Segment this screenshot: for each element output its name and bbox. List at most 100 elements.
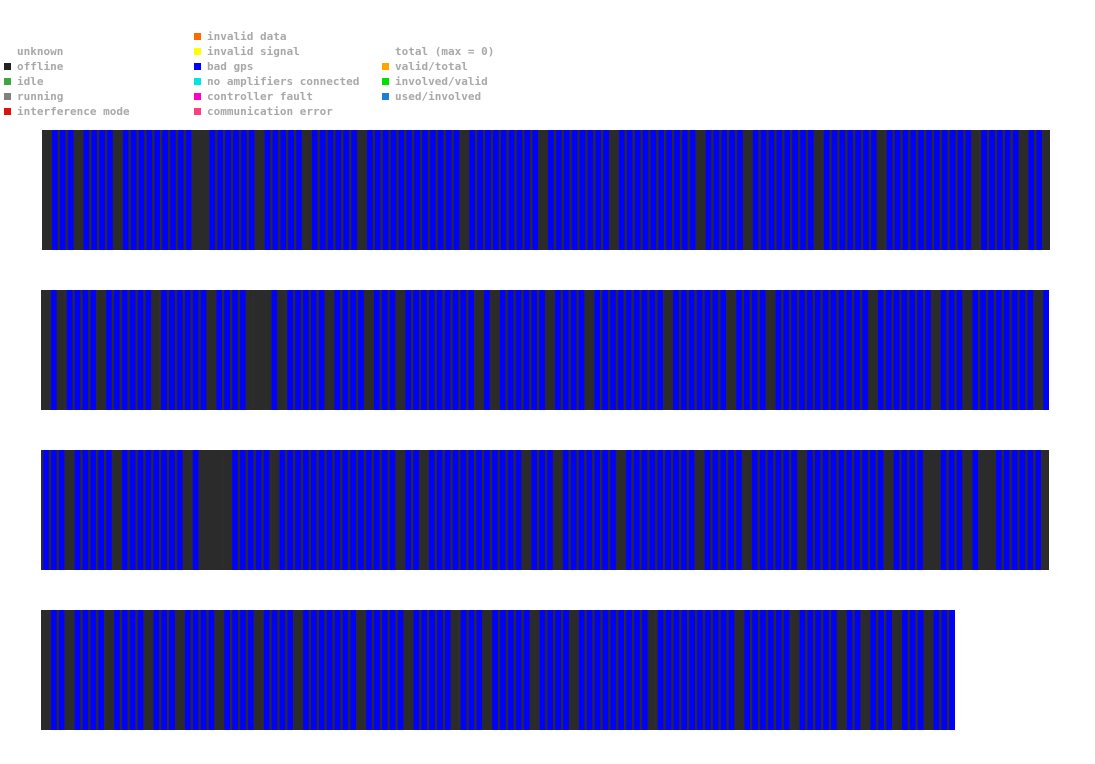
station-cell-bad-gps xyxy=(255,450,262,570)
station-cell-bad-gps xyxy=(208,610,215,730)
station-cell-bad-gps xyxy=(1003,290,1010,410)
station-cell-bad-gps xyxy=(303,290,309,410)
station-cell-bad-gps xyxy=(997,130,1003,250)
station-cell xyxy=(254,130,263,250)
station-cell-bad-gps xyxy=(547,450,553,570)
station-cell-bad-gps xyxy=(389,290,396,410)
station-cell-bad-gps xyxy=(871,130,877,250)
station-cell-bad-gps xyxy=(562,290,569,410)
station-cell xyxy=(986,450,995,570)
station-cell-bad-gps xyxy=(515,290,522,410)
station-cell xyxy=(1018,130,1027,250)
station-cell-bad-gps xyxy=(783,610,790,730)
station-cell-bad-gps xyxy=(272,130,279,250)
station-cell-bad-gps xyxy=(838,450,845,570)
station-cell-bad-gps xyxy=(877,290,884,410)
station-cell-bad-gps xyxy=(74,290,81,410)
station-cell-bad-gps xyxy=(901,450,908,570)
station-cell-bad-gps xyxy=(996,290,1002,410)
station-cell-bad-gps xyxy=(626,610,632,730)
station-cell-bad-gps xyxy=(965,130,972,250)
station-cell xyxy=(301,130,311,250)
station-cell-bad-gps xyxy=(610,610,617,730)
station-cell-bad-gps xyxy=(358,450,364,570)
station-cell-bad-gps xyxy=(311,610,317,730)
station-cell-bad-gps xyxy=(949,610,955,730)
station-cell-bad-gps xyxy=(240,610,246,730)
station-cell-bad-gps xyxy=(366,610,372,730)
station-cell-bad-gps xyxy=(807,450,813,570)
station-cell-bad-gps xyxy=(737,130,743,250)
station-cell-bad-gps xyxy=(287,450,293,570)
station-cell-bad-gps xyxy=(658,130,665,250)
station-cell-bad-gps xyxy=(106,290,112,410)
station-cell-bad-gps xyxy=(926,130,932,250)
station-cell-bad-gps xyxy=(327,130,334,250)
station-cell-bad-gps xyxy=(350,610,357,730)
legend-label: running xyxy=(17,90,64,103)
station-cell-bad-gps xyxy=(121,290,128,410)
station-cell-bad-gps xyxy=(224,290,230,410)
station-cell-bad-gps xyxy=(948,290,955,410)
station-cell-bad-gps xyxy=(831,130,838,250)
station-cell-bad-gps xyxy=(493,130,499,250)
legend-swatch xyxy=(4,78,11,85)
station-cell xyxy=(395,450,404,570)
station-cell-bad-gps xyxy=(429,610,435,730)
station-cell-bad-gps xyxy=(137,450,144,570)
station-cell-bad-gps xyxy=(374,610,380,730)
station-cell-bad-gps xyxy=(823,130,830,250)
station-cell-bad-gps xyxy=(130,130,137,250)
legend-label: bad gps xyxy=(207,60,254,73)
station-cell-bad-gps xyxy=(460,290,467,410)
station-cell xyxy=(191,130,200,250)
station-cell-bad-gps xyxy=(1028,130,1035,250)
station-cell-bad-gps xyxy=(980,290,986,410)
station-cell xyxy=(277,290,286,410)
station-cell-bad-gps xyxy=(82,290,89,410)
legend-swatch xyxy=(194,93,201,100)
station-cell-bad-gps xyxy=(799,290,805,410)
status-strip-svg xyxy=(41,290,1049,410)
station-cell-bad-gps xyxy=(681,610,688,730)
station-cell-bad-gps xyxy=(893,290,900,410)
station-cell-bad-gps xyxy=(492,610,498,730)
station-cell-bad-gps xyxy=(122,610,128,730)
station-cell-bad-gps xyxy=(776,130,783,250)
station-cell-bad-gps xyxy=(681,290,687,410)
station-cell-bad-gps xyxy=(287,290,293,410)
station-cell-bad-gps xyxy=(209,130,216,250)
station-cell-bad-gps xyxy=(800,130,806,250)
legend-swatch xyxy=(4,63,11,70)
station-cell-bad-gps xyxy=(822,290,829,410)
station-cell-bad-gps xyxy=(1035,450,1042,570)
station-cell-bad-gps xyxy=(358,290,364,410)
station-cell-bad-gps xyxy=(886,610,892,730)
station-cell-bad-gps xyxy=(390,130,397,250)
station-cell xyxy=(663,290,672,410)
station-cell-bad-gps xyxy=(917,290,923,410)
station-cell-bad-gps xyxy=(556,130,562,250)
station-cell-bad-gps xyxy=(594,290,601,410)
station-cell-bad-gps xyxy=(539,290,545,410)
station-cell xyxy=(521,450,530,570)
station-cell-bad-gps xyxy=(586,610,593,730)
station-cell-bad-gps xyxy=(729,130,735,250)
legend-label: invalid signal xyxy=(207,45,300,58)
station-cell-bad-gps xyxy=(129,450,136,570)
station-cell-bad-gps xyxy=(799,610,806,730)
station-cell-bad-gps xyxy=(650,130,657,250)
station-cell-bad-gps xyxy=(689,130,696,250)
station-cell-bad-gps xyxy=(682,130,688,250)
station-cell-bad-gps xyxy=(775,450,782,570)
station-cell-bad-gps xyxy=(129,290,136,410)
station-cell-bad-gps xyxy=(178,130,184,250)
station-cell-bad-gps xyxy=(539,450,545,570)
station-cell-bad-gps xyxy=(398,130,405,250)
station-cell xyxy=(930,290,940,410)
station-cell xyxy=(357,130,366,250)
station-cell-bad-gps xyxy=(886,130,893,250)
station-cell-bad-gps xyxy=(217,130,224,250)
station-cell-bad-gps xyxy=(642,610,648,730)
station-cell-bad-gps xyxy=(161,290,167,410)
